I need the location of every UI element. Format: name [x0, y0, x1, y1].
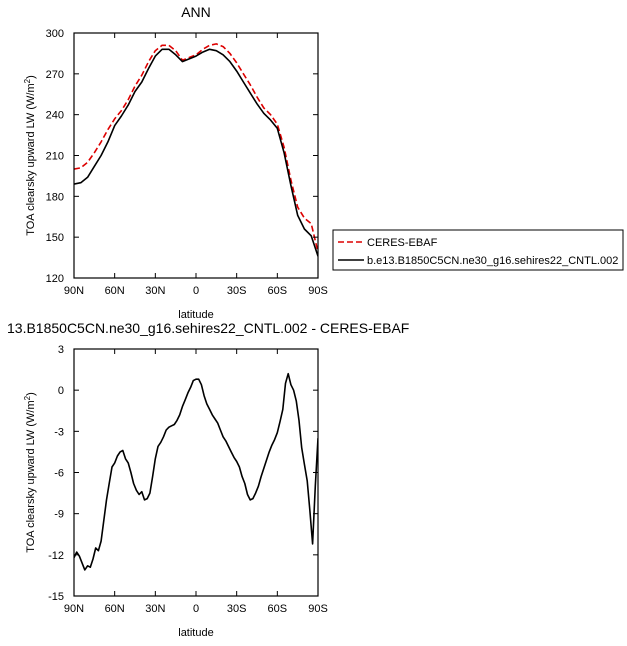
- panel-2-xlabel: latitude: [178, 627, 213, 639]
- panel-1-ytick-label: 180: [46, 191, 64, 203]
- panel-1-title: ANN: [181, 4, 211, 20]
- panel-2-ytick-label: -3: [54, 426, 64, 438]
- panel-1-ytick-label: 240: [46, 110, 64, 122]
- panel-1-xtick-label: 60S: [268, 285, 288, 297]
- panel-1-ytick-label: 120: [46, 273, 64, 285]
- panel-2-ytick-label: 3: [58, 344, 64, 356]
- panel-1-ytick-label: 270: [46, 69, 64, 81]
- panel-2-xtick-label: 60N: [105, 603, 125, 615]
- panel-1-series-2-line: [74, 48, 318, 257]
- panel-1-series-1-line: [74, 43, 318, 253]
- panel-2-series-1-line: [74, 372, 318, 571]
- legend-label-1: CERES-EBAF: [367, 237, 438, 249]
- panel-1-xtick-label: 60N: [105, 285, 125, 297]
- legend-box: [332, 229, 624, 271]
- panel-1-xlabel: latitude: [178, 309, 213, 321]
- panel-2-ytick-label: -15: [48, 591, 64, 603]
- panel-2-ytick-label: 0: [58, 385, 64, 397]
- panel-1-frame: [73, 32, 319, 279]
- panel-2-xtick-label: 90S: [308, 603, 328, 615]
- panel-2-ytick-label: -6: [54, 468, 64, 480]
- panel-2-xtick-label: 0: [193, 603, 199, 615]
- panel-2-ytick-label: -12: [48, 550, 64, 562]
- panel-2-xtick-label: 30N: [145, 603, 165, 615]
- panel-2-title: 13.B1850C5CN.ne30_g16.sehires22_CNTL.002…: [7, 320, 409, 336]
- legend-label-2: b.e13.B1850C5CN.ne30_g16.sehires22_CNTL.…: [367, 255, 618, 267]
- panel-2-xtick-label: 60S: [268, 603, 288, 615]
- panel-1-xtick-label: 90S: [308, 285, 328, 297]
- panel-1-xtick-label: 0: [193, 285, 199, 297]
- panel-1-xtick-label: 30S: [227, 285, 247, 297]
- panel-2-ylabel: TOA clearsky upward LW (W/m2): [23, 392, 37, 553]
- panel-1-ytick-label: 150: [46, 232, 64, 244]
- panel-1-ylabel: TOA clearsky upward LW (W/m2): [23, 75, 37, 236]
- panel-1-ytick-label: 300: [46, 28, 64, 40]
- panel-1-xtick-label: 30N: [145, 285, 165, 297]
- panel-1-ytick-label: 210: [46, 151, 64, 163]
- panel-2-ytick-label: -9: [54, 509, 64, 521]
- panel-2-xtick-label: 30S: [227, 603, 247, 615]
- panel-1-xtick-label: 90N: [64, 285, 84, 297]
- panel-2-xtick-label: 90N: [64, 603, 84, 615]
